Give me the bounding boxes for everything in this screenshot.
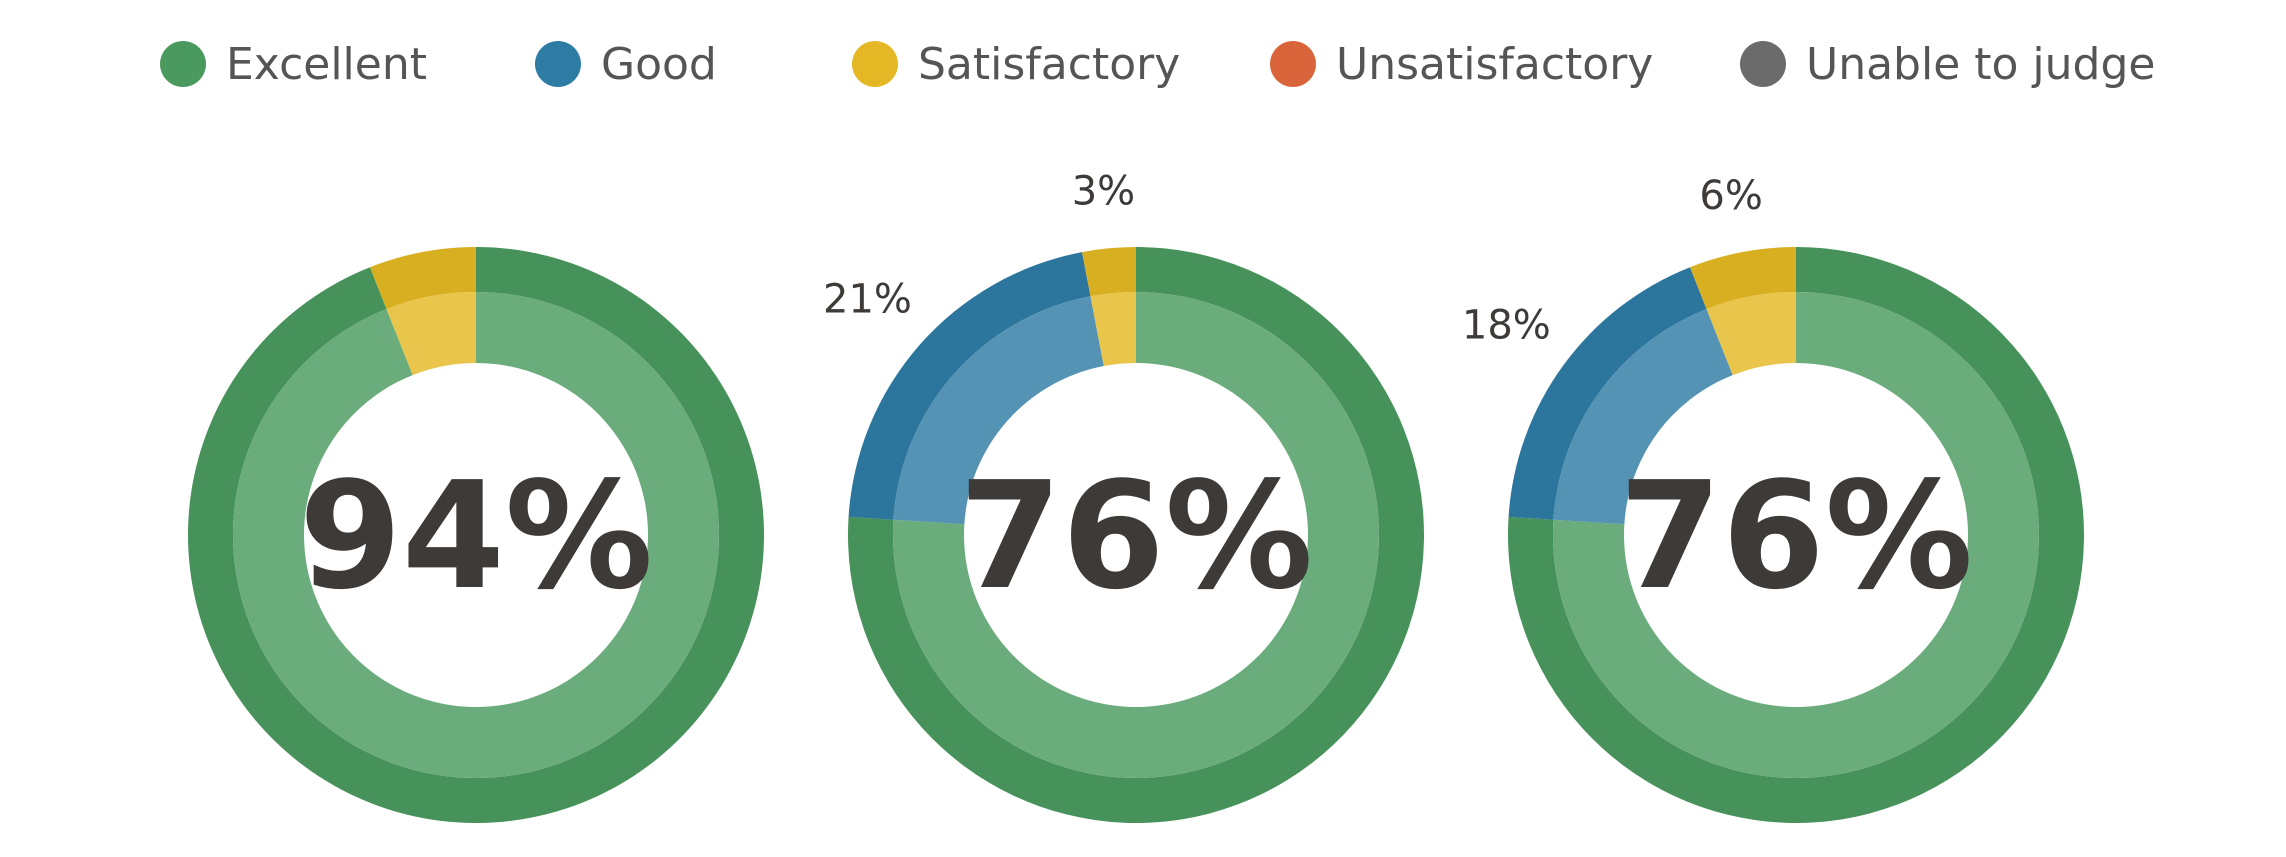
chart-legend: Excellent Good Satisfactory Unsatisfacto… bbox=[0, 28, 2286, 100]
donut-chart-2: 76% 21% 3% bbox=[823, 169, 1424, 824]
donut-3-slice-satisfactory-outer bbox=[1689, 247, 1796, 310]
donut-chart-1: 94% bbox=[188, 247, 765, 823]
donut-3-slice-good-outer bbox=[1508, 267, 1707, 520]
legend-item-excellent: Excellent bbox=[160, 28, 427, 100]
donut-2-center-value: 76% bbox=[959, 450, 1313, 622]
donut-2-label-good: 21% bbox=[823, 276, 912, 322]
legend-swatch-excellent bbox=[160, 41, 206, 87]
legend-label-unsatisfactory: Unsatisfactory bbox=[1336, 38, 1654, 90]
donut-2-slice-good bbox=[893, 296, 1104, 525]
donut-2-label-satisfactory: 3% bbox=[1072, 169, 1135, 215]
legend-label-satisfactory: Satisfactory bbox=[918, 38, 1181, 90]
donut-1-center-value: 94% bbox=[299, 450, 653, 622]
donut-2-slice-satisfactory-outer bbox=[1082, 247, 1136, 297]
donut-1-slice-satisfactory-outer bbox=[369, 247, 476, 310]
donut-3-label-good: 18% bbox=[1462, 303, 1551, 349]
legend-item-satisfactory: Satisfactory bbox=[852, 28, 1180, 100]
legend-swatch-satisfactory bbox=[852, 41, 898, 87]
legend-label-unable-to-judge: Unable to judge bbox=[1806, 38, 2156, 90]
legend-swatch-unable-to-judge bbox=[1740, 41, 1786, 87]
donut-2-slice-satisfactory bbox=[1090, 292, 1136, 367]
donut-chart-3: 76% 18% 6% bbox=[1462, 173, 2084, 824]
legend-item-unsatisfactory: Unsatisfactory bbox=[1270, 28, 1653, 100]
donut-1-slice-satisfactory bbox=[386, 292, 476, 376]
legend-label-excellent: Excellent bbox=[226, 38, 427, 90]
legend-swatch-unsatisfactory bbox=[1270, 41, 1316, 87]
legend-item-good: Good bbox=[535, 28, 717, 100]
donut-3-slice-satisfactory bbox=[1706, 292, 1796, 376]
donut-3-center-value: 76% bbox=[1619, 450, 1973, 622]
legend-swatch-good bbox=[535, 41, 581, 87]
legend-item-unable-to-judge: Unable to judge bbox=[1740, 28, 2155, 100]
donut-2-slice-good-outer bbox=[848, 252, 1091, 520]
legend-label-good: Good bbox=[601, 38, 717, 90]
donut-3-label-satisfactory: 6% bbox=[1699, 173, 1762, 219]
donut-3-slice-good bbox=[1553, 309, 1733, 525]
